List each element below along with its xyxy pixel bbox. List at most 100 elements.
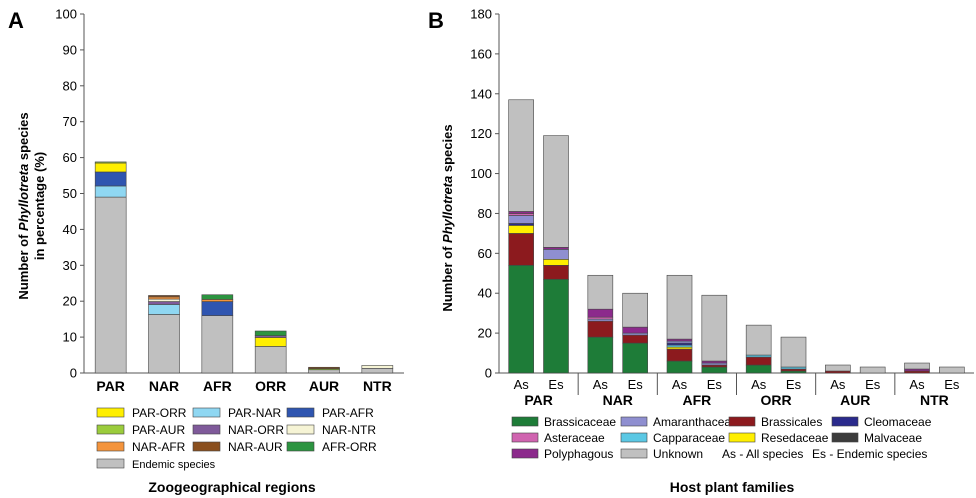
bar-segment-unknown-es-11 <box>939 366 965 374</box>
legend-swatch-par-nar <box>192 407 221 418</box>
legend-label-resedaceae: Resedaceae <box>761 431 829 445</box>
bar-segment-nar-afr-nar-1 <box>148 296 180 300</box>
legend-label-cleomaceae: Cleomaceae <box>864 415 932 429</box>
bar-segment-brassicales-es-3 <box>622 334 648 344</box>
x-tick-label-as-2: As <box>593 377 609 392</box>
bar-segment-unknown-as-0 <box>508 99 534 212</box>
legend-swatch-nar-aur <box>192 441 221 452</box>
x-tick-label-as-4: As <box>672 377 688 392</box>
panel-letter-b: B <box>428 8 444 33</box>
bar-segment-endemic-species-aur-4 <box>308 369 340 374</box>
bar-segment-nar-aur-nar-1 <box>148 295 180 298</box>
x-tick-label-es-3: Es <box>628 377 644 392</box>
legend-swatch-brassicaceae <box>511 416 539 427</box>
legend-swatch-par-orr <box>96 407 125 418</box>
bar-segment-par-nar-nar-1 <box>148 304 180 315</box>
group-label-aur: AUR <box>840 392 870 408</box>
y-tick-label-0: 0 <box>70 366 77 381</box>
group-label-par: PAR <box>524 392 553 408</box>
x-tick-label-es-9: Es <box>865 377 881 392</box>
b-group-labels: PAR NAR AFR ORR AUR NTR <box>524 392 948 408</box>
bar-segment-brassicaceae-as-4 <box>666 360 693 374</box>
legend-label-malvaceae: Malvaceae <box>864 431 922 445</box>
y-tick-label-30: 30 <box>63 258 77 273</box>
y-tick-label-140: 140 <box>470 86 492 101</box>
bar-segment-endemic-species-nar-1 <box>148 314 180 374</box>
x-tick-label-as-0: As <box>514 377 530 392</box>
legend-swatch-endemic-species <box>96 458 125 469</box>
bar-segment-nar-orr-nar-1 <box>148 301 180 305</box>
legend-label-nar-ntr: NAR-NTR <box>322 423 376 437</box>
y-tick-label-20: 20 <box>63 294 77 309</box>
x-tick-label-nar: NAR <box>149 378 179 394</box>
bar-segment-endemic-species-orr-3 <box>254 346 287 374</box>
a-y-axis-label-line1: Number of Phyllotreta species <box>16 112 31 299</box>
bar-segment-par-aur-par-0 <box>94 161 127 164</box>
x-tick-label-par: PAR <box>96 378 125 394</box>
bar-segment-unknown-as-2 <box>587 274 614 310</box>
x-tick-label-orr: ORR <box>255 378 286 394</box>
b-x-tick-labels: As Es As Es As Es As Es As Es As Es <box>514 377 960 392</box>
bar-segment-polyphagous-es-3 <box>622 326 648 334</box>
legend-swatch-amaranthaceae <box>620 416 648 427</box>
group-label-orr: ORR <box>761 392 792 408</box>
legend-swatch-par-afr <box>286 407 315 418</box>
bar-segment-endemic-species-par-0 <box>94 196 127 374</box>
y-tick-label-50: 50 <box>63 186 77 201</box>
x-tick-label-es-1: Es <box>548 377 564 392</box>
y-tick-label-80: 80 <box>478 206 492 221</box>
bar-segment-unknown-es-9 <box>859 366 886 374</box>
bar-segment-unknown-as-10 <box>904 362 930 370</box>
bar-segment-unknown-as-4 <box>666 274 693 340</box>
bar-segment-unknown-es-7 <box>780 336 807 368</box>
x-tick-label-as-8: As <box>830 377 846 392</box>
bar-segment-unknown-es-3 <box>622 292 648 328</box>
panel-a: A PAR NAR AFR ORR AUR NTR 0 10 20 30 40 50 60 70 80 90… <box>8 7 404 495</box>
bar-segment-par-afr-afr-2 <box>201 301 234 316</box>
bar-segment-resedaceae-as-0 <box>508 225 534 234</box>
y-tick-label-80: 80 <box>63 78 77 93</box>
legend-label-brassicales: Brassicales <box>761 415 822 429</box>
a-x-axis-label: Zoogeographical regions <box>148 479 315 495</box>
x-tick-label-es-5: Es <box>707 377 723 392</box>
bar-segment-endemic-species-afr-2 <box>201 315 234 374</box>
x-tick-label-es-11: Es <box>944 377 960 392</box>
b-x-axis-label: Host plant families <box>670 479 795 495</box>
panel-letter-a: A <box>8 8 24 33</box>
bar-segment-brassicales-as-6 <box>745 356 772 366</box>
bar-segment-brassicaceae-es-5 <box>701 366 728 374</box>
legend-label-endemic-species: Endemic species <box>132 459 216 471</box>
x-tick-label-as-10: As <box>909 377 925 392</box>
legend-label-brassicaceae: Brassicaceae <box>544 415 616 429</box>
bar-segment-unknown-as-8 <box>825 364 851 372</box>
x-tick-label-ntr: NTR <box>363 378 392 394</box>
y-tick-label-70: 70 <box>63 114 77 129</box>
legend-label-nar-orr: NAR-ORR <box>228 423 284 437</box>
a-y-axis-label-part2: Phyllotreta <box>16 164 31 231</box>
legend-swatch-resedaceae <box>728 432 756 443</box>
bar-segment-nar-aur-aur-4 <box>308 366 340 369</box>
bar-segment-brassicales-as-0 <box>508 233 534 266</box>
legend-swatch-unknown <box>620 448 648 459</box>
bar-segment-brassicaceae-as-0 <box>508 264 534 374</box>
legend-swatch-asteraceae <box>511 432 539 443</box>
b-y-axis-label-part2: Phyllotreta <box>440 176 455 243</box>
legend-swatch-afr-orr <box>286 441 315 452</box>
legend-label-afr-orr: AFR-ORR <box>322 440 377 454</box>
group-label-nar: NAR <box>603 392 633 408</box>
bar-segment-brassicales-as-2 <box>587 320 614 338</box>
bar-segment-brassicales-es-1 <box>543 264 569 280</box>
y-tick-label-10: 10 <box>63 330 77 345</box>
legend-label-par-orr: PAR-ORR <box>132 406 187 420</box>
bar-segment-afr-orr-afr-2 <box>201 294 234 300</box>
a-y-axis-label-part3: species <box>16 112 31 163</box>
legend-label-nar-aur: NAR-AUR <box>228 440 283 454</box>
x-tick-label-es-7: Es <box>786 377 802 392</box>
y-tick-label-40: 40 <box>478 286 492 301</box>
a-y-axis-label-part1: Number of <box>16 231 31 300</box>
y-tick-label-100: 100 <box>55 7 77 22</box>
bar-segment-polyphagous-as-2 <box>587 308 614 318</box>
legend-label-polyphagous: Polyphagous <box>544 447 613 461</box>
legend-swatch-par-aur <box>96 424 125 435</box>
